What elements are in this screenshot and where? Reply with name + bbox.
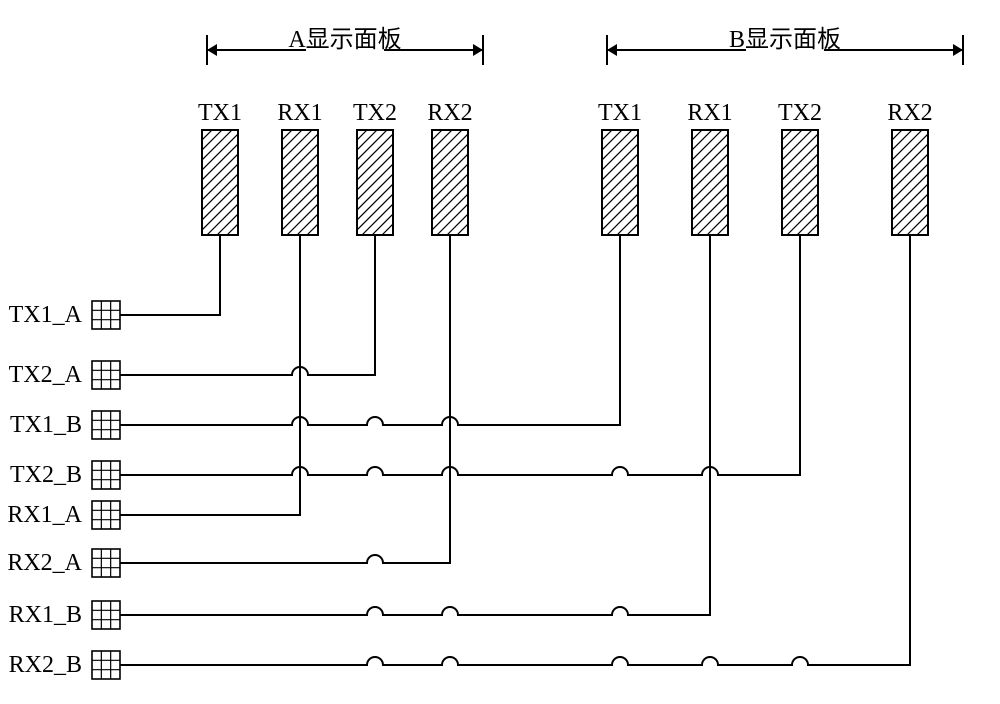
svg-text:TX1_B: TX1_B: [10, 412, 82, 438]
svg-text:RX1_A: RX1_A: [7, 502, 82, 528]
svg-text:RX2: RX2: [427, 100, 472, 126]
svg-text:RX1: RX1: [277, 100, 322, 126]
svg-text:B显示面板: B显示面板: [729, 26, 841, 53]
svg-text:TX1: TX1: [198, 100, 242, 126]
svg-text:RX2_A: RX2_A: [7, 550, 82, 576]
svg-text:RX2: RX2: [887, 100, 932, 126]
svg-text:TX2_B: TX2_B: [10, 462, 82, 488]
svg-text:RX1_B: RX1_B: [9, 602, 82, 628]
svg-text:TX1: TX1: [598, 100, 642, 126]
svg-text:A显示面板: A显示面板: [288, 26, 401, 53]
svg-text:TX2_A: TX2_A: [9, 362, 83, 388]
svg-text:RX1: RX1: [687, 100, 732, 126]
svg-text:TX1_A: TX1_A: [9, 302, 83, 328]
svg-text:TX2: TX2: [353, 100, 397, 126]
svg-text:RX2_B: RX2_B: [9, 652, 82, 678]
svg-text:TX2: TX2: [778, 100, 822, 126]
